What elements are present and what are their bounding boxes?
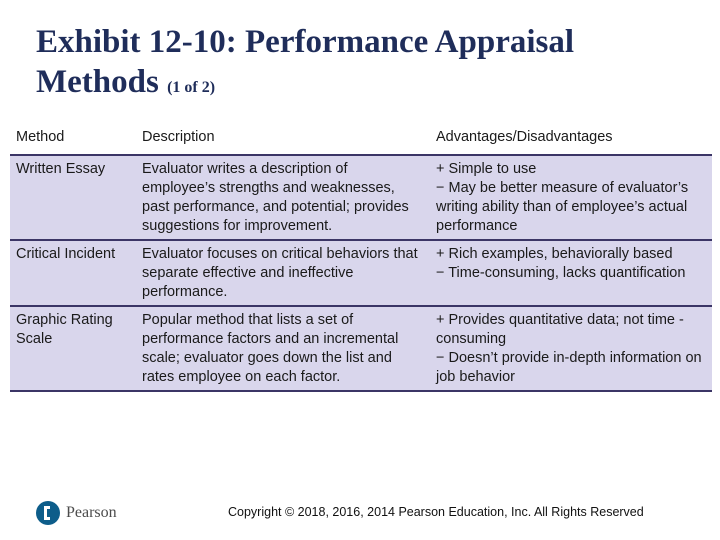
slide-title-sub: (1 of 2) bbox=[167, 79, 216, 96]
description-cell: Popular method that lists a set of perfo… bbox=[142, 312, 399, 385]
advantages-cell: + Provides quantitative data; not time -… bbox=[430, 306, 712, 391]
table-row: Graphic Rating Scale Popular method that… bbox=[10, 306, 712, 391]
table-row: Critical Incident Evaluator focuses on c… bbox=[10, 240, 712, 306]
header-description: Description bbox=[142, 129, 215, 145]
description-cell: Evaluator focuses on critical behaviors … bbox=[142, 246, 418, 300]
advantage-item: + Provides quantitative data; not time -… bbox=[436, 312, 684, 347]
advantage-item: + Simple to use bbox=[436, 161, 537, 177]
header-advantages: Advantages/Disadvantages bbox=[436, 129, 613, 145]
advantage-item: + Rich examples, behaviorally based bbox=[436, 246, 673, 262]
slide-title-main: Exhibit 12-10: Performance Appraisal Met… bbox=[36, 24, 575, 100]
disadvantage-item: − Time-consuming, lacks quantification bbox=[436, 265, 686, 281]
method-cell: Written Essay bbox=[16, 161, 106, 177]
table-row: Written Essay Evaluator writes a descrip… bbox=[10, 155, 712, 240]
pearson-logo-icon bbox=[36, 501, 60, 525]
header-method: Method bbox=[16, 129, 65, 145]
disadvantage-item: − May be better measure of evaluator’s w… bbox=[436, 180, 689, 234]
method-cell: Critical Incident bbox=[16, 246, 116, 262]
appraisal-methods-table: Method Description Advantages/Disadvanta… bbox=[10, 120, 712, 392]
copyright-notice: Copyright © 2018, 2016, 2014 Pearson Edu… bbox=[228, 505, 644, 519]
disadvantage-item: − Doesn’t provide in-depth information o… bbox=[436, 350, 702, 385]
table-header-row: Method Description Advantages/Disadvanta… bbox=[10, 120, 712, 155]
slide-title: Exhibit 12-10: Performance Appraisal Met… bbox=[36, 22, 676, 108]
pearson-logo-text: Pearson bbox=[66, 504, 117, 521]
description-cell: Evaluator writes a description of employ… bbox=[142, 161, 409, 234]
method-cell: Graphic Rating Scale bbox=[16, 312, 113, 347]
advantages-cell: + Rich examples, behaviorally based − Ti… bbox=[430, 240, 712, 306]
pearson-logo: Pearson bbox=[36, 500, 117, 526]
advantages-cell: + Simple to use − May be better measure … bbox=[430, 155, 712, 240]
